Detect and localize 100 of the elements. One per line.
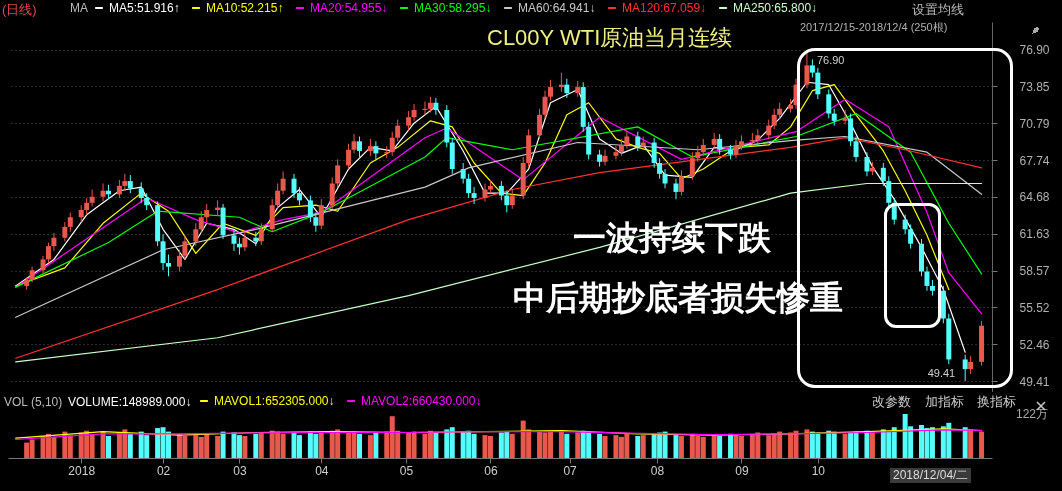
bar: [864, 430, 870, 458]
candlestick: [537, 108, 543, 140]
y-tick-label: 64.68: [1019, 190, 1050, 205]
bar: [842, 433, 848, 458]
candlestick: [880, 162, 886, 187]
candlestick: [389, 131, 395, 157]
y-tick-label: 58.57: [1019, 264, 1050, 279]
candlestick: [689, 151, 695, 181]
candlestick: [662, 168, 668, 189]
candlestick: [466, 173, 472, 199]
bar: [711, 435, 717, 458]
candlestick: [733, 139, 739, 159]
text: 设置均线: [912, 2, 964, 18]
text: VOL (5,10): [4, 395, 63, 410]
candlestick: [373, 140, 379, 160]
line-series: [15, 137, 983, 359]
bar: [640, 435, 646, 458]
candlestick: [651, 137, 657, 169]
candlestick: [329, 176, 335, 210]
candlestick: [482, 183, 488, 203]
text: (日线): [2, 2, 37, 18]
legend-label: MA5:51.916↑: [109, 1, 180, 15]
legend-title: MA: [70, 1, 88, 15]
bar: [728, 433, 734, 458]
candlestick: [307, 195, 313, 223]
bar: [558, 431, 564, 458]
candlestick: [127, 174, 133, 194]
legend-label: MAVOL2:660430.000↓: [361, 394, 482, 408]
candlestick: [471, 186, 477, 205]
candlestick: [498, 180, 504, 201]
candlestick: [602, 149, 608, 166]
candlestick: [460, 162, 466, 184]
candlestick: [318, 198, 324, 230]
legend-label: MA60:64.941↓: [518, 1, 596, 15]
bar: [220, 431, 226, 458]
candlestick: [335, 158, 341, 188]
candlestick: [51, 232, 57, 252]
candlestick: [351, 133, 357, 154]
candlestick: [564, 78, 570, 99]
candlestick: [67, 211, 73, 233]
candlestick: [657, 157, 663, 180]
bar: [127, 433, 133, 458]
candlestick: [176, 249, 182, 272]
candlestick: [433, 97, 439, 116]
candlestick: [89, 189, 95, 207]
candlestick: [908, 223, 914, 250]
bar: [968, 429, 974, 458]
legend-label: MA20:54.955↓: [310, 1, 388, 15]
annotation: 49.41: [927, 367, 956, 380]
y-tick-label: 67.74: [1019, 153, 1050, 168]
y-tick-label: 52.46: [1019, 337, 1050, 352]
x-tick-label: 05: [399, 463, 414, 478]
candlestick: [122, 173, 128, 192]
chart-title: CL00Y WTI原油当月连续: [487, 25, 733, 51]
bar: [804, 429, 810, 458]
bar: [100, 431, 106, 458]
x-tick-label: 03: [233, 463, 247, 478]
x-tick-label: 06: [484, 463, 498, 478]
candlestick: [678, 169, 684, 197]
legend-label: MAVOL1:652305.000↓: [214, 394, 335, 408]
bar: [564, 433, 570, 458]
candlestick: [275, 183, 281, 210]
candlestick: [864, 151, 870, 177]
bar: [373, 432, 379, 458]
x-tick-label: 02: [156, 463, 171, 478]
candlestick: [395, 119, 401, 142]
candlestick: [547, 79, 553, 101]
line-series: [15, 182, 983, 363]
candlestick: [182, 234, 188, 260]
candlestick: [542, 90, 548, 119]
bar: [509, 433, 515, 458]
bar: [597, 433, 603, 458]
legend-label: MA30:58.295↓: [414, 1, 492, 15]
bar: [717, 436, 723, 458]
candlestick: [624, 129, 630, 150]
candlestick: [231, 228, 237, 252]
bar: [919, 425, 925, 458]
candlestick: [356, 136, 362, 158]
x-tick-label: 08: [650, 463, 665, 478]
bar: [678, 436, 684, 458]
bar: [105, 436, 111, 458]
bar: [962, 427, 968, 458]
bar: [318, 432, 324, 458]
candlestick: [635, 131, 641, 152]
bar: [242, 436, 248, 458]
candlestick: [766, 119, 772, 140]
bar: [979, 431, 985, 458]
bar: [575, 432, 581, 458]
candlestick: [504, 190, 510, 213]
candlestick: [815, 67, 821, 100]
line-series: [15, 98, 983, 315]
chart-subtitle: 2017/12/15-2018/12/4 (250根): [800, 21, 948, 34]
y-tick-label: 76.90: [1019, 43, 1050, 58]
candlestick: [100, 183, 106, 203]
text: 2018/12/04/二: [890, 468, 972, 484]
candlestick: [346, 143, 352, 170]
text: 加指标: [925, 394, 964, 410]
bar: [869, 432, 875, 458]
text: VOLUME:148989.000↓: [68, 395, 192, 410]
x-tick-label: 07: [563, 463, 578, 478]
